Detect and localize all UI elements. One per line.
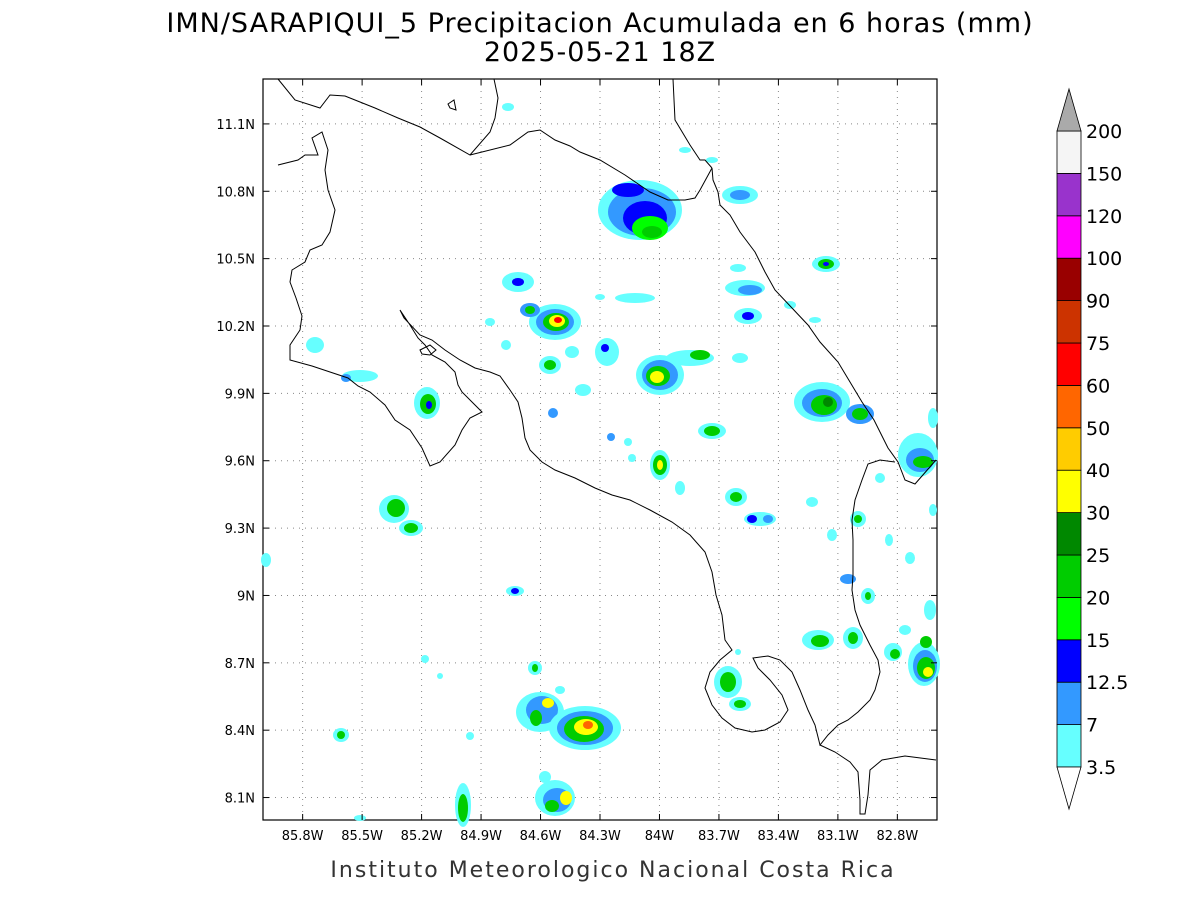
- colorbar-segment: [1056, 597, 1082, 641]
- colorbar: 3.5 7 12.5 15 20 25 30 40 50 60 75 90 100 120 150 200: [1056, 87, 1128, 811]
- lon-tick-label: 84.6W: [520, 829, 562, 844]
- colorbar-label: 60: [1086, 375, 1110, 397]
- lat-tick-label: 9N: [237, 589, 255, 604]
- colorbar-segment: [1056, 724, 1082, 768]
- lon-tick-label: 82.8W: [876, 829, 918, 844]
- colorbar-label: 7: [1086, 715, 1098, 737]
- colorbar-label: 50: [1086, 418, 1110, 440]
- colorbar-segment: [1056, 130, 1082, 174]
- colorbar-label: 200: [1086, 121, 1122, 143]
- colorbar-over-triangle: [1056, 87, 1082, 132]
- lat-tick-label: 10.5N: [216, 253, 255, 268]
- colorbar-label: 90: [1086, 291, 1110, 313]
- lon-tick-label: 85.2W: [401, 829, 443, 844]
- lon-tick-label: 84.9W: [460, 829, 502, 844]
- colorbar-label: 100: [1086, 248, 1122, 270]
- colorbar-segment: [1056, 172, 1082, 217]
- colorbar-label: 3.5: [1086, 757, 1116, 779]
- credit-text: Instituto Meteorologico Nacional Costa R…: [330, 858, 895, 883]
- lon-tick-label: 83.4W: [758, 829, 800, 844]
- lat-tick-label: 9.3N: [225, 522, 255, 537]
- map-axes: 85.8W 85.5W 85.2W 84.9W 84.6W 84.3W 84W 83.7W 83…: [216, 79, 937, 844]
- colorbar-label: 75: [1086, 333, 1110, 355]
- colorbar-segment: [1056, 639, 1082, 683]
- lon-tick-label: 83.1W: [817, 829, 859, 844]
- colorbar-label: 12.5: [1086, 672, 1128, 694]
- colorbar-label: 120: [1086, 206, 1122, 228]
- colorbar-segment: [1056, 469, 1082, 514]
- precipitation-field: [261, 103, 940, 827]
- colorbar-label: 20: [1086, 587, 1110, 609]
- lon-tick-label: 85.8W: [282, 829, 324, 844]
- lon-tick-label: 85.5W: [341, 829, 383, 844]
- map-gridlines: [263, 79, 937, 820]
- colorbar-segment: [1056, 215, 1082, 259]
- lat-tick-label: 11.1N: [216, 118, 255, 133]
- colorbar-segment: [1056, 342, 1082, 386]
- lat-tick-label: 10.8N: [216, 185, 255, 200]
- lat-tick-label: 8.1N: [225, 792, 255, 807]
- colorbar-segment: [1056, 681, 1082, 726]
- lat-tick-label: 10.2N: [216, 320, 255, 335]
- colorbar-label: 15: [1086, 630, 1110, 652]
- colorbar-segment: [1056, 300, 1082, 344]
- lat-tick-label: 8.7N: [225, 657, 255, 672]
- lat-tick-label: 9.9N: [225, 387, 255, 402]
- colorbar-under-triangle: [1056, 766, 1082, 811]
- colorbar-segment: [1056, 512, 1082, 556]
- colorbar-label: 25: [1086, 545, 1110, 567]
- colorbar-segment: [1056, 427, 1082, 471]
- colorbar-segment: [1056, 554, 1082, 598]
- lat-tick-label: 8.4N: [225, 724, 255, 739]
- lon-tick-label: 83.7W: [698, 829, 740, 844]
- colorbar-segment: [1056, 384, 1082, 429]
- map-title: IMN/SARAPIQUI_5 Precipitacion Acumulada …: [166, 8, 1033, 39]
- lon-tick-label: 84W: [645, 829, 675, 844]
- coastline-borders: [277, 78, 937, 815]
- lat-tick-label: 9.6N: [225, 455, 255, 470]
- lon-tick-label: 84.3W: [579, 829, 621, 844]
- colorbar-label: 150: [1086, 163, 1122, 185]
- colorbar-label: 30: [1086, 503, 1110, 525]
- map-subtitle-datetime: 2025-05-21 18Z: [484, 37, 716, 68]
- colorbar-segment: [1056, 257, 1082, 302]
- colorbar-label: 40: [1086, 460, 1110, 482]
